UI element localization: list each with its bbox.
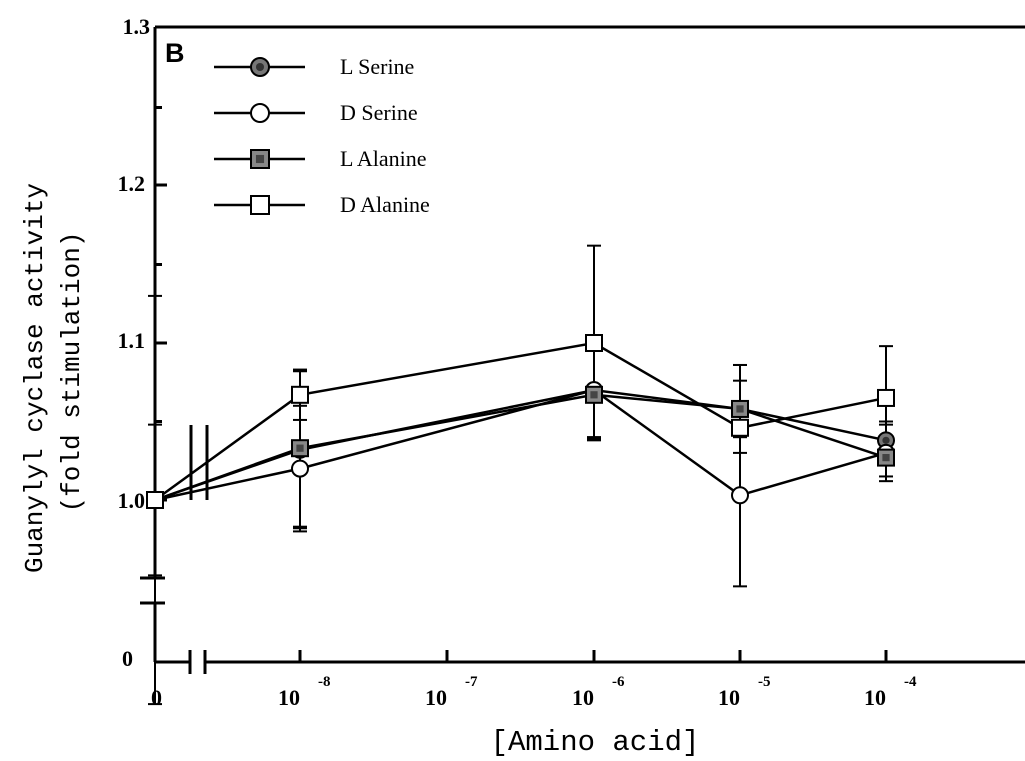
legend-item-d-alanine: D Alanine	[214, 192, 430, 217]
y-tick-label-1-0: 1.0	[118, 488, 146, 513]
legend-marker-d-serine	[250, 103, 270, 123]
x-tick-exponent-1e-5: -5	[758, 674, 771, 690]
x-tick-label-1e-5: 10	[718, 685, 740, 710]
plot-frame	[140, 25, 1025, 674]
marker-l-alanine	[731, 399, 749, 418]
x-tick-exponent-1e-6: -6	[612, 674, 625, 690]
legend: L Serine D Serine L Alanine D Alanine	[214, 54, 430, 217]
x-axis-title: [Amino acid]	[491, 726, 700, 759]
legend-label-d-alanine: D Alanine	[340, 192, 430, 217]
marker-l-serine	[877, 431, 895, 450]
legend-item-l-alanine: L Alanine	[214, 146, 427, 171]
y-tick-label-1-1: 1.1	[118, 328, 146, 353]
x-tick-exponent-1e-7: -7	[465, 674, 478, 690]
x-tick-label-1e-6: 10	[572, 685, 594, 710]
x-tick-exponent-1e-8: -8	[318, 674, 331, 690]
marker-d-alanine	[585, 334, 603, 352]
legend-marker-d-alanine	[250, 195, 270, 215]
legend-item-d-serine: D Serine	[214, 100, 418, 125]
series-line-d-serine	[154, 388, 887, 502]
x-tick-label-1e-7: 10	[425, 685, 447, 710]
x-tick-label-0: 0	[151, 685, 162, 710]
marker-d-serine	[291, 459, 309, 478]
marker-l-alanine	[585, 385, 603, 404]
y-axis-title-line-2: (fold stimulation)	[57, 232, 87, 513]
marker-d-alanine	[877, 388, 895, 407]
x-tick-label-1e-8: 10	[278, 685, 300, 710]
legend-marker-l-alanine	[250, 149, 270, 169]
x-ticks	[298, 650, 888, 662]
marker-l-alanine	[291, 439, 309, 458]
marker-d-serine	[731, 486, 749, 505]
markers-layer	[146, 334, 895, 509]
legend-label-l-serine: L Serine	[340, 54, 414, 79]
y-ticks	[155, 25, 167, 664]
marker-d-alanine	[731, 418, 749, 437]
y-tick-label-1-2: 1.2	[118, 171, 146, 196]
marker-l-alanine	[877, 448, 895, 467]
y-tick-label-0: 0	[122, 646, 133, 671]
legend-item-l-serine: L Serine	[214, 54, 414, 79]
y-axis-title-line-1: Guanylyl cyclase activity	[20, 183, 50, 573]
y-tick-label-1-3: 1.3	[123, 14, 151, 39]
series-layer	[148, 244, 893, 706]
legend-marker-l-serine	[250, 57, 270, 77]
marker-d-alanine	[146, 491, 164, 509]
x-tick-exponent-1e-4: -4	[904, 674, 917, 690]
legend-label-d-serine: D Serine	[340, 100, 418, 125]
x-tick-label-1e-4: 10	[864, 685, 886, 710]
marker-d-alanine	[291, 385, 309, 404]
panel-label: B	[165, 38, 185, 68]
legend-label-l-alanine: L Alanine	[340, 146, 427, 171]
